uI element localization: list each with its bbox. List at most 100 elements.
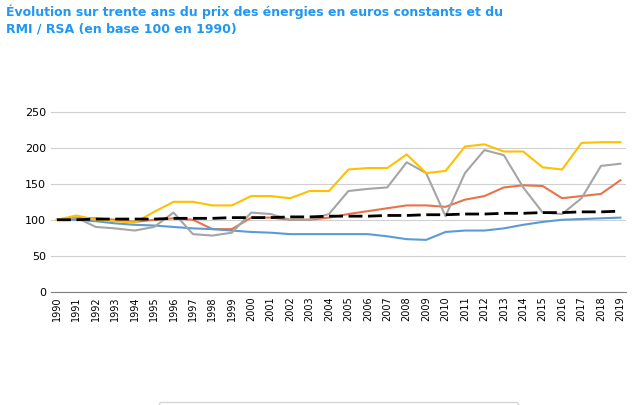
Gaz naturel — [92, 216, 100, 221]
Fioul domestique — [520, 185, 527, 190]
Propane — [539, 165, 546, 170]
RMI/RSA — [305, 215, 313, 220]
Propane — [383, 166, 391, 171]
Electricité — [267, 230, 275, 235]
RMI/RSA — [617, 209, 624, 213]
Electricité — [228, 228, 236, 233]
Electricité — [344, 232, 352, 237]
Gaz naturel — [442, 205, 449, 209]
Propane — [344, 167, 352, 172]
Propane — [189, 199, 197, 204]
Electricité — [597, 216, 604, 221]
Propane — [422, 171, 430, 175]
Electricité — [92, 219, 100, 224]
Fioul domestique — [403, 160, 410, 165]
Propane — [92, 217, 100, 222]
RMI/RSA — [481, 211, 488, 216]
RMI/RSA — [73, 217, 81, 222]
Electricité — [53, 217, 61, 222]
Fioul domestique — [383, 185, 391, 190]
Gaz naturel — [617, 178, 624, 183]
RMI/RSA — [442, 212, 449, 217]
Line: Electricité: Electricité — [57, 217, 620, 240]
RMI/RSA — [597, 209, 604, 214]
RMI/RSA — [170, 216, 178, 221]
Gaz naturel — [539, 183, 546, 188]
Propane — [267, 194, 275, 198]
Electricité — [208, 227, 216, 232]
Electricité — [481, 228, 488, 233]
Propane — [73, 213, 81, 218]
Electricité — [578, 217, 585, 222]
Fioul domestique — [617, 161, 624, 166]
Fioul domestique — [286, 217, 294, 222]
Gaz naturel — [131, 220, 139, 224]
Fioul domestique — [344, 189, 352, 194]
Propane — [578, 141, 585, 145]
Propane — [364, 166, 372, 171]
RMI/RSA — [150, 217, 158, 222]
Electricité — [461, 228, 469, 233]
Electricité — [383, 234, 391, 239]
Electricité — [422, 237, 430, 242]
Gaz naturel — [208, 227, 216, 232]
Gaz naturel — [150, 217, 158, 222]
Propane — [286, 196, 294, 200]
Gaz naturel — [286, 217, 294, 222]
Gaz naturel — [520, 183, 527, 188]
RMI/RSA — [189, 216, 197, 221]
Electricité — [305, 232, 313, 237]
RMI/RSA — [247, 215, 255, 220]
Gaz naturel — [305, 217, 313, 222]
Gaz naturel — [247, 215, 255, 220]
Electricité — [150, 223, 158, 228]
RMI/RSA — [208, 216, 216, 221]
RMI/RSA — [286, 215, 294, 220]
Fioul domestique — [73, 215, 81, 220]
Electricité — [131, 222, 139, 227]
Electricité — [189, 226, 197, 231]
Gaz naturel — [558, 196, 566, 200]
RMI/RSA — [558, 210, 566, 215]
Fioul domestique — [442, 214, 449, 219]
Gaz naturel — [364, 209, 372, 213]
Electricité — [539, 220, 546, 224]
RMI/RSA — [461, 211, 469, 216]
Electricité — [520, 222, 527, 227]
Text: Évolution sur trente ans du prix des énergies en euros constants et du
RMI / RSA: Évolution sur trente ans du prix des éne… — [6, 4, 504, 36]
Gaz naturel — [403, 203, 410, 208]
Gaz naturel — [228, 227, 236, 232]
Propane — [597, 140, 604, 145]
Electricité — [500, 226, 507, 231]
Gaz naturel — [500, 185, 507, 190]
Fioul domestique — [208, 233, 216, 238]
Propane — [170, 199, 178, 204]
Fioul domestique — [481, 148, 488, 153]
Fioul domestique — [228, 230, 236, 235]
RMI/RSA — [578, 209, 585, 214]
Gaz naturel — [267, 215, 275, 220]
Electricité — [558, 217, 566, 222]
Fioul domestique — [558, 211, 566, 216]
RMI/RSA — [228, 215, 236, 220]
Propane — [208, 203, 216, 208]
Fioul domestique — [500, 153, 507, 158]
Fioul domestique — [247, 210, 255, 215]
Fioul domestique — [92, 224, 100, 229]
Propane — [131, 220, 139, 225]
Electricité — [617, 215, 624, 220]
Gaz naturel — [325, 215, 333, 220]
Gaz naturel — [578, 194, 585, 198]
Propane — [111, 219, 119, 224]
Gaz naturel — [481, 194, 488, 198]
Gaz naturel — [383, 206, 391, 211]
Electricité — [73, 217, 81, 222]
Gaz naturel — [189, 217, 197, 222]
Fioul domestique — [53, 217, 61, 222]
Line: Gaz naturel: Gaz naturel — [57, 180, 620, 229]
RMI/RSA — [344, 214, 352, 219]
Fioul domestique — [170, 210, 178, 215]
Electricité — [111, 221, 119, 226]
Propane — [403, 152, 410, 157]
Gaz naturel — [170, 216, 178, 221]
